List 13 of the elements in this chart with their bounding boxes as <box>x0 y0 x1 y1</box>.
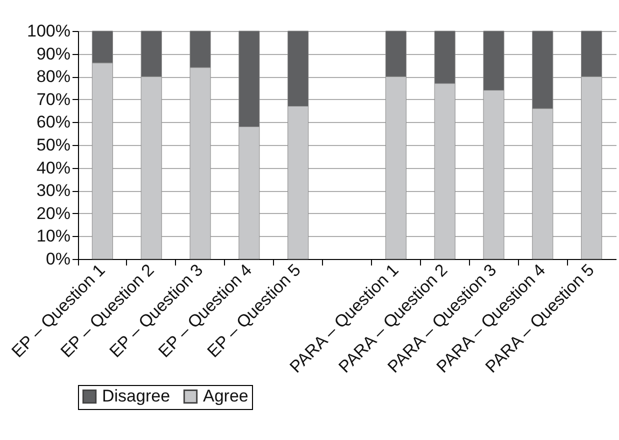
y-tick-label: 10% <box>36 226 70 246</box>
y-tick-label: 100% <box>27 22 70 40</box>
y-tick-label: 40% <box>36 158 70 178</box>
y-tick-label: 20% <box>36 204 70 223</box>
y-tick-label: 70% <box>36 90 70 109</box>
legend-label: Agree <box>203 386 248 406</box>
y-tick-label: 50% <box>36 136 70 154</box>
y-tick-label: 30% <box>36 181 70 200</box>
y-tick-label: 80% <box>36 67 70 86</box>
legend-label: Disagree <box>102 386 170 406</box>
y-tick-label: 0% <box>46 250 70 268</box>
y-tick-label: 60% <box>36 112 70 132</box>
y-tick-label: 90% <box>36 44 70 64</box>
